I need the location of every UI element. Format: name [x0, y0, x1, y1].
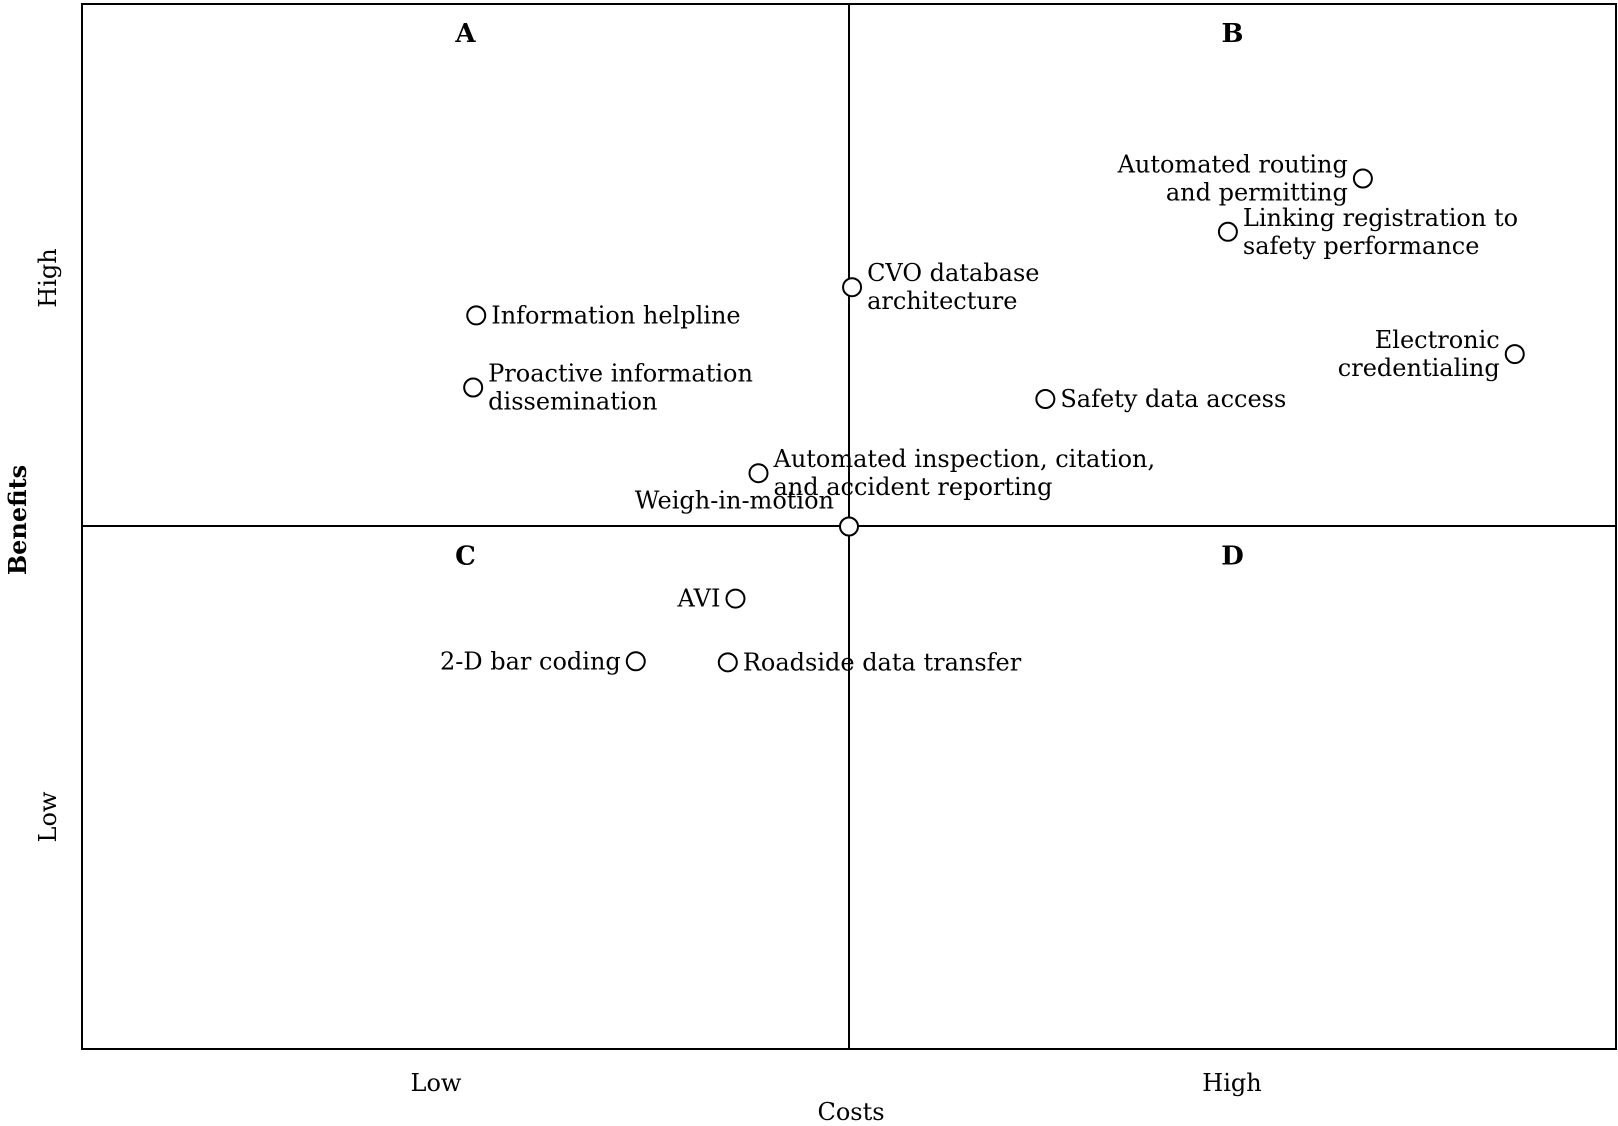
point-label: architecture	[867, 287, 1017, 315]
point-marker	[1217, 221, 1238, 242]
x-axis-title: Costs	[817, 1098, 884, 1126]
point-marker	[725, 588, 746, 609]
data-point: Roadside data transfer	[717, 648, 1022, 676]
point-marker	[748, 463, 769, 484]
x-tick-low: Low	[411, 1069, 462, 1097]
point-label: dissemination	[488, 388, 657, 416]
point-label: Proactive information	[488, 360, 753, 388]
data-point: Safety data access	[1035, 385, 1286, 413]
point-label: and permitting	[1166, 179, 1348, 207]
point-label: 2-D bar coding	[440, 647, 621, 675]
point-label: Weigh-in-motion	[635, 487, 834, 515]
point-label: safety performance	[1243, 232, 1480, 260]
data-point: AVI	[677, 585, 746, 613]
point-label: and accident reporting	[773, 473, 1052, 501]
point-marker	[717, 652, 738, 673]
data-point: Weigh-in-motion	[635, 487, 859, 537]
quadrant-label-d: D	[1221, 542, 1244, 572]
y-axis-title: Benefits	[3, 465, 32, 575]
data-point: Information helpline	[466, 301, 741, 329]
point-label: Information helpline	[491, 301, 740, 329]
point-label: Automated inspection, citation,	[772, 445, 1155, 473]
point-marker	[1035, 389, 1056, 410]
point-label: Electronic	[1375, 326, 1500, 354]
point-label: Safety data access	[1060, 385, 1286, 413]
point-marker	[466, 305, 487, 326]
x-tick-high: High	[1202, 1069, 1261, 1097]
y-tick-high: High	[34, 248, 62, 307]
quadrant-label-a: A	[454, 19, 476, 49]
point-label: Linking registration to	[1243, 204, 1518, 232]
point-marker	[839, 516, 859, 537]
quadrant-label-c: C	[455, 542, 476, 572]
quadrant-labels: A B C D	[454, 19, 1243, 572]
quadrant-label-b: B	[1222, 19, 1244, 49]
point-label: CVO database	[867, 259, 1039, 287]
point-label: Roadside data transfer	[743, 648, 1022, 676]
data-point: 2-D bar coding	[440, 647, 646, 675]
point-marker	[1352, 168, 1373, 189]
point-marker	[463, 377, 484, 398]
point-label: credentialing	[1338, 354, 1500, 382]
data-point: Automated inspection, citation,and accid…	[748, 445, 1155, 501]
point-marker	[842, 277, 863, 298]
point-label: AVI	[677, 585, 721, 613]
point-marker	[625, 651, 646, 672]
y-tick-low: Low	[34, 791, 62, 842]
point-marker	[1504, 344, 1525, 365]
point-label: Automated routing	[1117, 151, 1348, 179]
